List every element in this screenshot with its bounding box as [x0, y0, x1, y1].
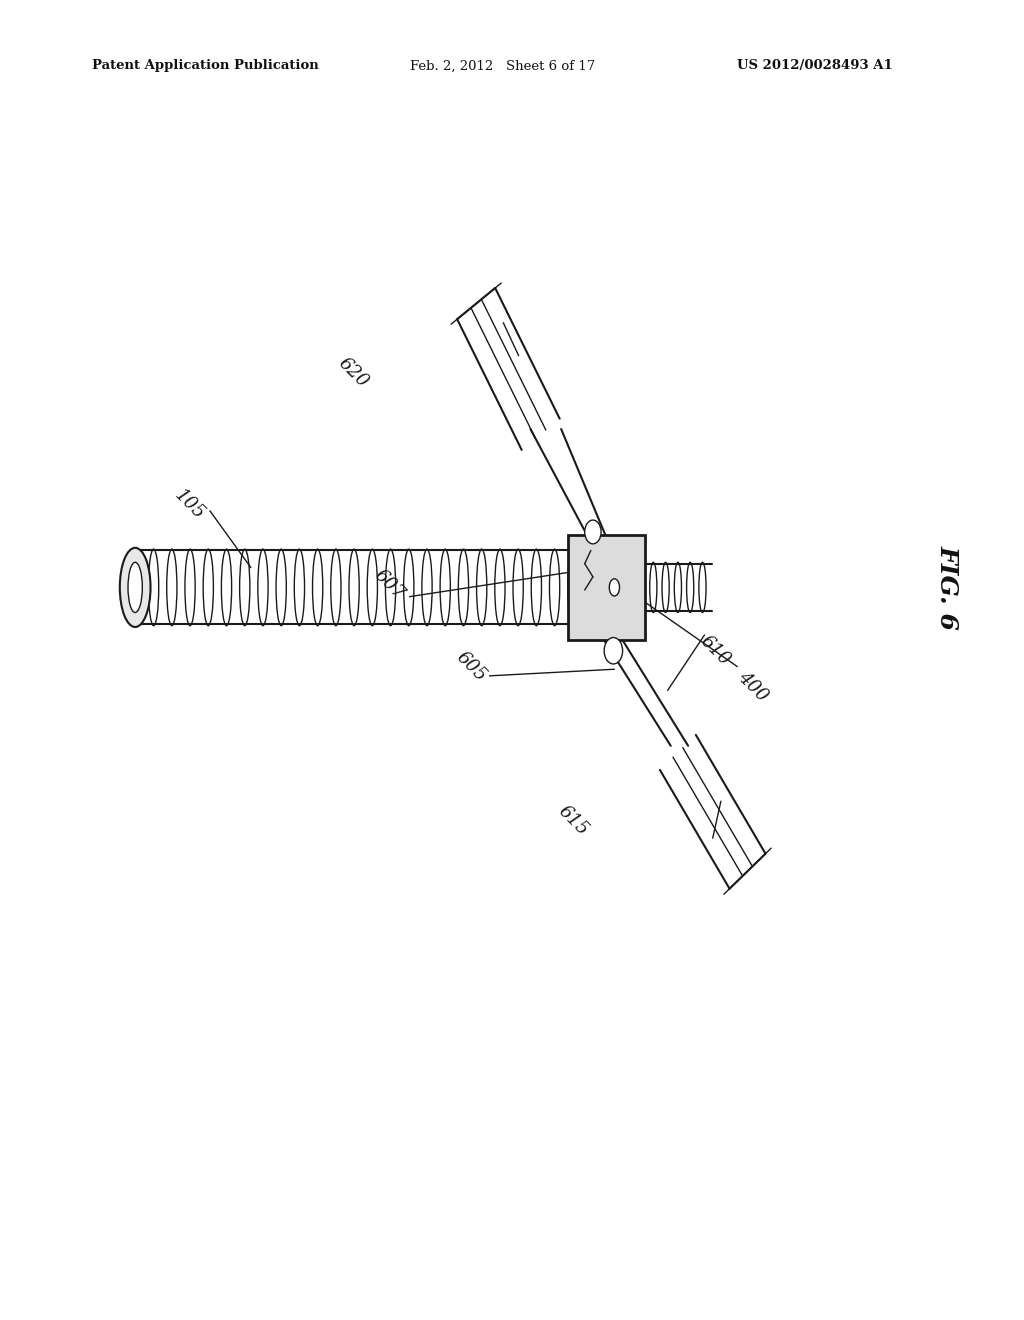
Text: Feb. 2, 2012   Sheet 6 of 17: Feb. 2, 2012 Sheet 6 of 17 [410, 59, 595, 73]
Ellipse shape [604, 638, 623, 664]
Text: Patent Application Publication: Patent Application Publication [92, 59, 318, 73]
Text: 620: 620 [335, 354, 372, 391]
Text: 615: 615 [555, 803, 592, 840]
Text: 105: 105 [171, 486, 208, 523]
Bar [568, 535, 645, 640]
Ellipse shape [585, 520, 601, 544]
Ellipse shape [128, 562, 142, 612]
Text: 610: 610 [696, 632, 733, 669]
Ellipse shape [120, 548, 151, 627]
Text: 605: 605 [453, 648, 489, 685]
Text: 400: 400 [734, 668, 771, 705]
Text: 607: 607 [371, 566, 408, 603]
Text: US 2012/0028493 A1: US 2012/0028493 A1 [737, 59, 893, 73]
Text: FIG. 6: FIG. 6 [935, 545, 959, 630]
Ellipse shape [609, 578, 620, 597]
